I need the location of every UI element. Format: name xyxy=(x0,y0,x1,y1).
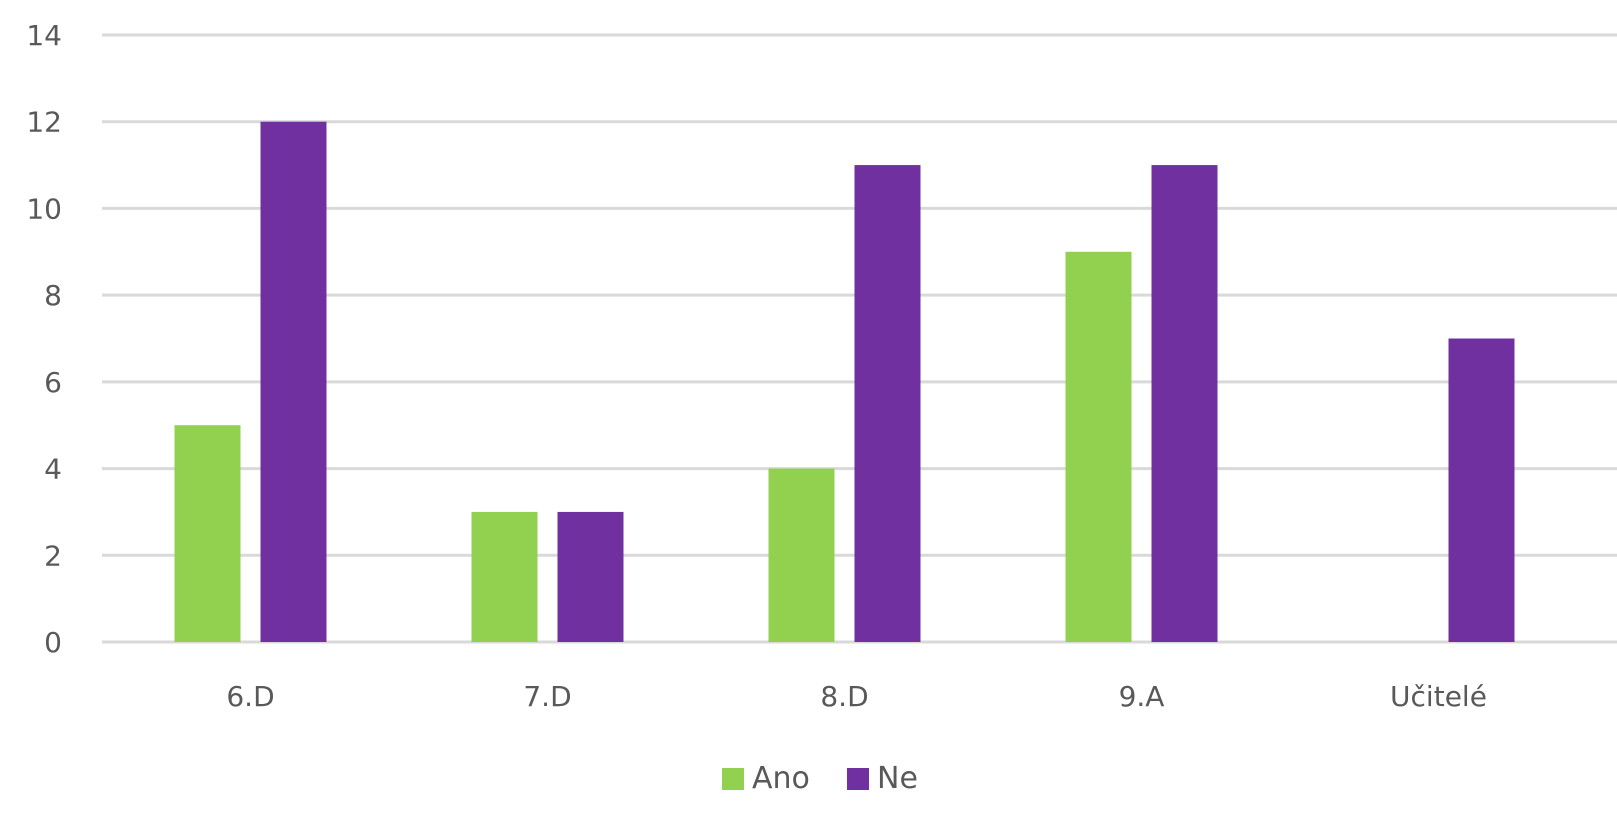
legend-swatch-ano xyxy=(722,768,744,790)
x-axis-tick-labels: 6.D 7.D 8.D 9.A Učitelé xyxy=(226,680,1487,713)
bar-ano-8.d xyxy=(768,468,835,642)
y-axis-tick-labels: 0 2 4 6 8 10 12 14 xyxy=(26,19,62,659)
bar-ne-9.a xyxy=(1151,165,1218,643)
bar-ne-7.d xyxy=(557,511,624,642)
legend-label-ano: Ano xyxy=(752,761,810,796)
x-tick-label: 7.D xyxy=(523,680,571,713)
y-tick-label: 8 xyxy=(44,279,62,312)
y-tick-label: 10 xyxy=(26,192,62,225)
y-tick-label: 12 xyxy=(26,106,62,139)
legend-swatch-ne xyxy=(847,768,869,790)
x-tick-label: 9.A xyxy=(1119,680,1165,713)
bar-ano-9.a xyxy=(1065,251,1132,643)
legend-label-ne: Ne xyxy=(877,761,918,796)
x-tick-label: 6.D xyxy=(226,680,274,713)
bar-ne-6.d xyxy=(260,121,327,642)
x-tick-label: 8.D xyxy=(820,680,868,713)
y-tick-label: 6 xyxy=(44,366,62,399)
x-tick-label: Učitelé xyxy=(1390,680,1487,713)
y-tick-label: 2 xyxy=(44,539,62,572)
legend: Ano Ne xyxy=(722,761,918,796)
bars xyxy=(174,121,1515,643)
bar-ano-6.d xyxy=(174,425,241,642)
bar-ne-učitelé xyxy=(1448,338,1515,642)
y-tick-label: 4 xyxy=(44,453,62,486)
y-tick-label: 0 xyxy=(44,626,62,659)
y-tick-label: 14 xyxy=(26,19,62,52)
bar-ne-8.d xyxy=(854,165,921,643)
bar-ano-7.d xyxy=(471,511,538,642)
